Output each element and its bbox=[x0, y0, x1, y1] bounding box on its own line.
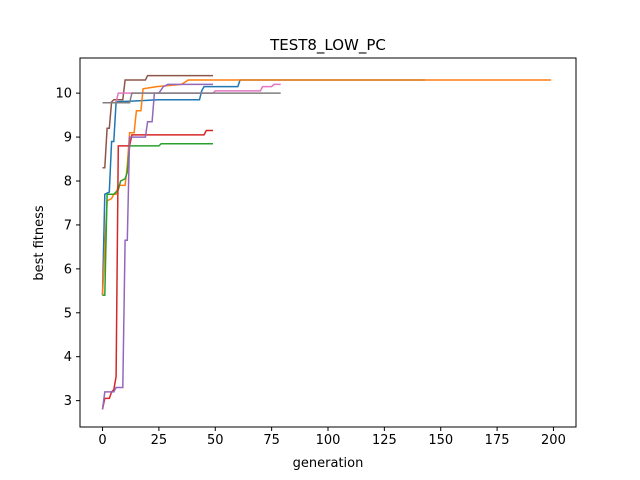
x-tick-label: 175 bbox=[485, 433, 510, 448]
x-tick-label: 200 bbox=[541, 433, 566, 448]
y-tick-label: 5 bbox=[64, 306, 72, 321]
x-tick-label: 150 bbox=[428, 433, 453, 448]
y-tick-label: 10 bbox=[55, 87, 72, 102]
x-tick-label: 50 bbox=[207, 433, 224, 448]
plot-background bbox=[80, 58, 576, 427]
x-tick-label: 125 bbox=[372, 433, 397, 448]
y-axis-label: best fitness bbox=[32, 205, 47, 281]
series-layer bbox=[101, 74, 552, 410]
y-tick-label: 6 bbox=[64, 262, 72, 277]
x-axis: 0 25 50 75 100 125 150 175 200 bbox=[98, 427, 566, 448]
x-tick-label: 25 bbox=[151, 433, 168, 448]
x-tick-label: 0 bbox=[98, 433, 106, 448]
chart-title: TEST8_LOW_PC bbox=[269, 36, 386, 55]
x-axis-label: generation bbox=[293, 456, 364, 471]
y-tick-label: 4 bbox=[64, 350, 72, 365]
series-line-8 bbox=[102, 92, 281, 104]
series-line-3 bbox=[102, 142, 213, 296]
y-tick-label: 7 bbox=[64, 218, 72, 233]
series-line-1 bbox=[101, 79, 425, 296]
series-line-4 bbox=[101, 129, 213, 410]
y-tick-label: 8 bbox=[64, 175, 72, 190]
series-line-5 bbox=[101, 83, 213, 410]
y-axis: 3 4 5 6 7 8 9 10 bbox=[55, 87, 80, 409]
y-tick-label: 3 bbox=[64, 394, 72, 409]
series-line-6 bbox=[102, 74, 213, 169]
y-tick-label: 9 bbox=[64, 131, 72, 146]
x-tick-label: 100 bbox=[316, 433, 341, 448]
x-tick-label: 75 bbox=[263, 433, 280, 448]
